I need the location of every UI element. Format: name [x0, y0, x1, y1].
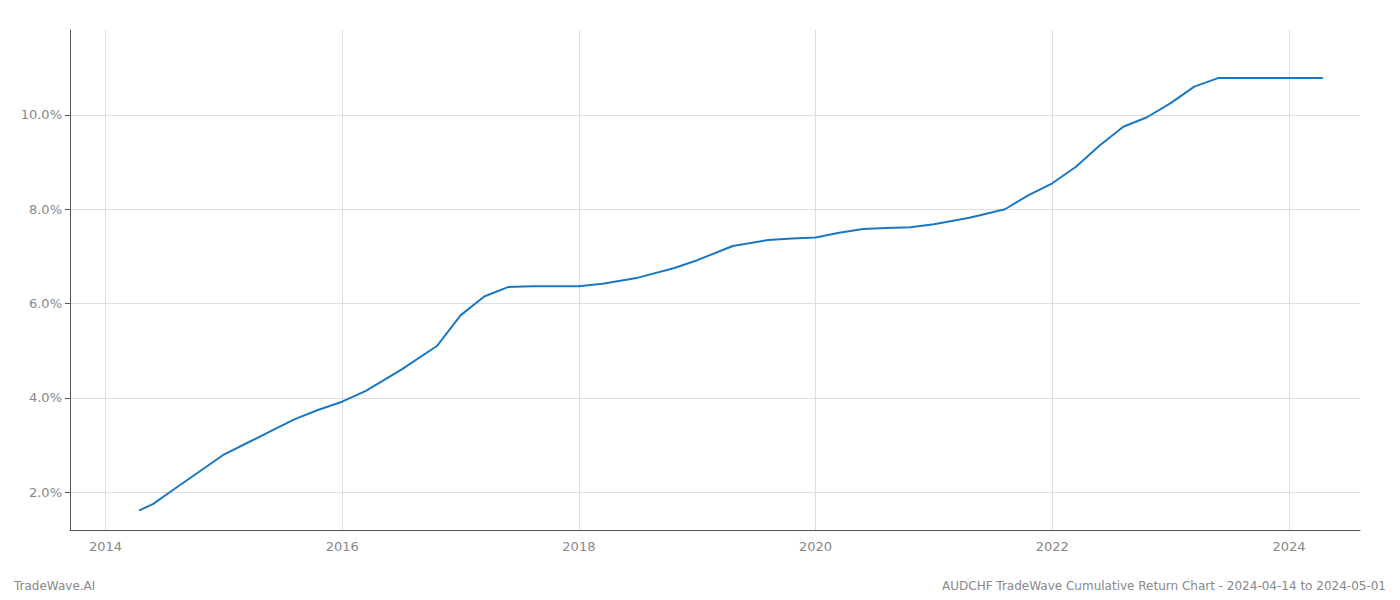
svg-text:2018: 2018 — [562, 539, 595, 554]
svg-text:2016: 2016 — [326, 539, 359, 554]
svg-text:2022: 2022 — [1036, 539, 1069, 554]
svg-text:2020: 2020 — [799, 539, 832, 554]
svg-text:2024: 2024 — [1272, 539, 1305, 554]
svg-text:TradeWave.AI: TradeWave.AI — [13, 579, 95, 593]
svg-text:10.0%: 10.0% — [21, 107, 62, 122]
svg-text:8.0%: 8.0% — [29, 202, 62, 217]
svg-text:4.0%: 4.0% — [29, 390, 62, 405]
svg-text:2014: 2014 — [89, 539, 122, 554]
svg-text:6.0%: 6.0% — [29, 296, 62, 311]
svg-text:2.0%: 2.0% — [29, 485, 62, 500]
svg-text:AUDCHF TradeWave Cumulative Re: AUDCHF TradeWave Cumulative Return Chart… — [942, 579, 1386, 593]
